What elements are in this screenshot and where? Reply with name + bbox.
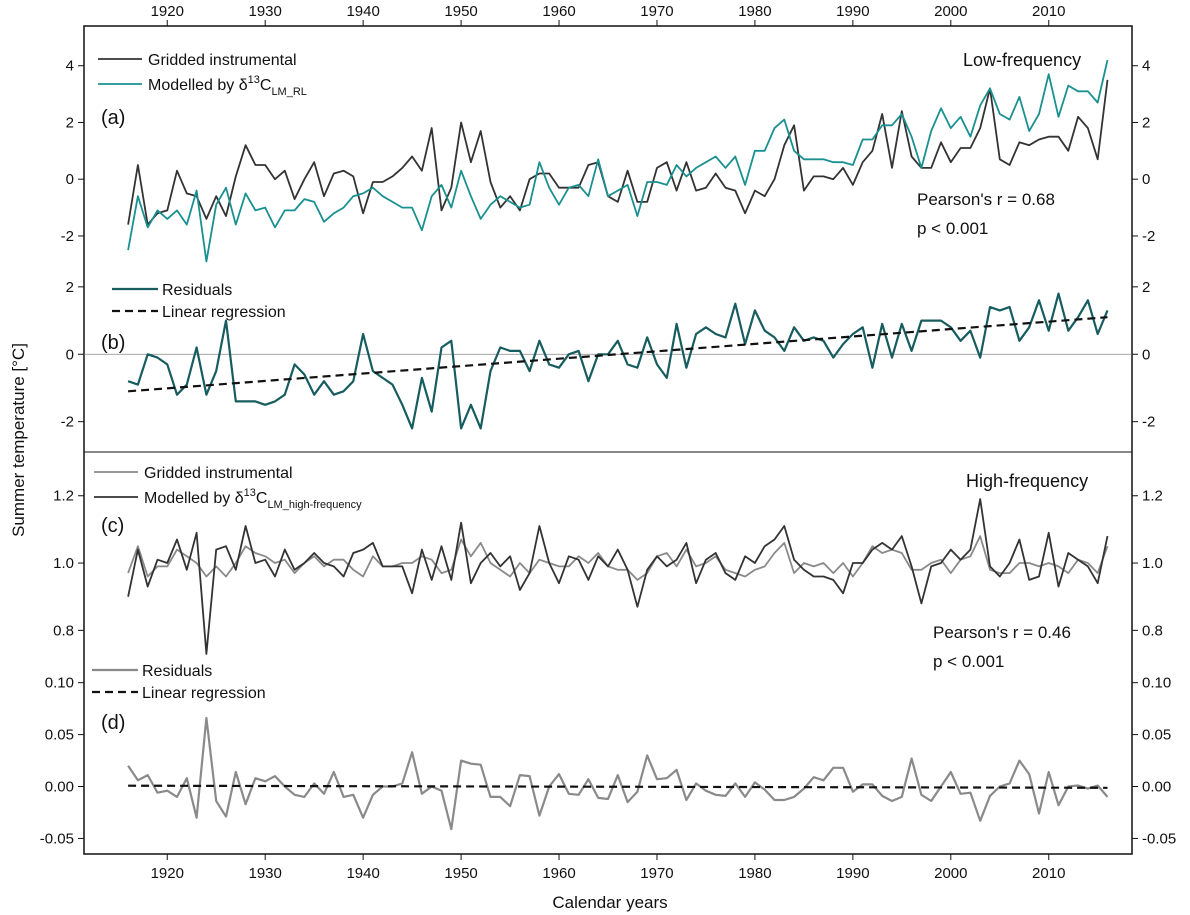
p-value-a: p < 0.001 bbox=[917, 219, 988, 238]
y-tick-label-left: 1.0 bbox=[53, 555, 74, 572]
series-line-a-2 bbox=[127, 59, 1109, 263]
p-value-c: p < 0.001 bbox=[933, 652, 1004, 671]
x-tick-label-top: 2000 bbox=[934, 3, 967, 20]
x-tick-label-bottom: 1990 bbox=[836, 865, 869, 882]
pearson-r-a: Pearson's r = 0.68 bbox=[917, 190, 1055, 209]
x-tick-label-top: 1920 bbox=[151, 3, 184, 20]
x-tick-label-bottom: 1960 bbox=[542, 865, 575, 882]
y-tick-label-right: -2 bbox=[1142, 228, 1155, 245]
x-axis-title: Calendar years bbox=[552, 893, 667, 912]
legend-a: Gridded instrumental Modelled by δ13CLM_… bbox=[98, 52, 307, 98]
legend-a-instrumental-label: Gridded instrumental bbox=[148, 52, 297, 69]
y-tick-label-left: 2 bbox=[66, 114, 74, 131]
legend-d: Residuals Linear regression bbox=[92, 663, 266, 702]
legend-b-residuals-label: Residuals bbox=[162, 282, 232, 299]
panel-title-c: High-frequency bbox=[966, 471, 1088, 491]
y-tick-label-left: 0 bbox=[66, 171, 74, 188]
legend-c: Gridded instrumental Modelled by δ13CLM_… bbox=[94, 465, 362, 511]
y-tick-label-right: 0.05 bbox=[1142, 727, 1171, 744]
series-line-d-2 bbox=[128, 784, 1108, 789]
x-tick-label-top: 1940 bbox=[346, 3, 379, 20]
y-tick-label-left: 0 bbox=[66, 346, 74, 363]
x-ticks: 1920 1920 1930 1930 1940 1940 1950 1950 1960 1960… bbox=[151, 3, 1066, 882]
legend-d-residuals-label: Residuals bbox=[142, 663, 212, 680]
x-tick-label-top: 1950 bbox=[444, 3, 477, 20]
x-tick-label-top: 1990 bbox=[836, 3, 869, 20]
x-tick-label-top: 2010 bbox=[1032, 3, 1065, 20]
x-tick-label-bottom: 1940 bbox=[346, 865, 379, 882]
x-tick-label-bottom: 2000 bbox=[934, 865, 967, 882]
y-tick-label-right: -2 bbox=[1142, 414, 1155, 431]
y-tick-label-right: 1.2 bbox=[1142, 488, 1163, 505]
y-tick-label-right: -0.05 bbox=[1142, 830, 1176, 847]
panel-label-b: (b) bbox=[101, 332, 125, 354]
y-tick-label-left: 2 bbox=[66, 279, 74, 296]
series-line-c-2 bbox=[127, 498, 1109, 655]
panel-label-d: (d) bbox=[101, 712, 125, 734]
y-ticks: -2 -2 0 0 2 2 4 4 -2 -2 0 0 2 2 0.8 0.8 1.0 1.0 1.2 1.2 -0.0… bbox=[40, 58, 1176, 848]
series-line-a-1 bbox=[127, 79, 1109, 226]
plot-frame bbox=[83, 25, 1133, 855]
pearson-r-c: Pearson's r = 0.46 bbox=[933, 623, 1071, 642]
panel-label-a: (a) bbox=[101, 107, 125, 129]
legend-c-instrumental-label: Gridded instrumental bbox=[144, 465, 293, 482]
legend-c-modelled-label: Modelled by δ13CLM_high-frequency bbox=[144, 487, 362, 511]
y-tick-label-left: 0.10 bbox=[45, 675, 74, 692]
x-tick-label-bottom: 1970 bbox=[640, 865, 673, 882]
y-tick-label-right: 1.0 bbox=[1142, 555, 1163, 572]
legend-d-regression-label: Linear regression bbox=[142, 685, 266, 702]
x-tick-label-bottom: 1950 bbox=[444, 865, 477, 882]
x-tick-label-bottom: 1930 bbox=[249, 865, 282, 882]
series-line-d-1 bbox=[127, 716, 1109, 831]
series-line-c-1 bbox=[127, 535, 1109, 581]
y-tick-label-right: 0.8 bbox=[1142, 622, 1163, 639]
y-tick-label-left: -2 bbox=[61, 414, 74, 431]
y-tick-label-right: 0.10 bbox=[1142, 675, 1171, 692]
y-tick-label-left: 0.00 bbox=[45, 779, 74, 796]
x-tick-label-top: 1960 bbox=[542, 3, 575, 20]
y-tick-label-right: 2 bbox=[1142, 114, 1150, 131]
y-tick-label-right: 4 bbox=[1142, 58, 1150, 75]
x-tick-label-top: 1980 bbox=[738, 3, 771, 20]
y-tick-label-left: 0.05 bbox=[45, 727, 74, 744]
series-line-b-1 bbox=[127, 292, 1109, 430]
panel-label-c: (c) bbox=[101, 515, 124, 537]
y-tick-label-left: -0.05 bbox=[40, 830, 74, 847]
x-tick-label-bottom: 1920 bbox=[151, 865, 184, 882]
x-tick-label-top: 1970 bbox=[640, 3, 673, 20]
y-tick-label-right: 0 bbox=[1142, 171, 1150, 188]
x-tick-label-bottom: 1980 bbox=[738, 865, 771, 882]
plot-lines bbox=[127, 59, 1109, 831]
y-tick-label-left: 4 bbox=[66, 58, 74, 75]
y-tick-label-left: -2 bbox=[61, 228, 74, 245]
y-tick-label-left: 0.8 bbox=[53, 622, 74, 639]
x-tick-label-top: 1930 bbox=[249, 3, 282, 20]
y-tick-label-right: 0 bbox=[1142, 346, 1150, 363]
y-tick-label-left: 1.2 bbox=[53, 488, 74, 505]
x-tick-label-bottom: 2010 bbox=[1032, 865, 1065, 882]
panel-title-a: Low-frequency bbox=[963, 50, 1081, 70]
legend-b: Residuals Linear regression bbox=[112, 282, 286, 321]
y-tick-label-right: 0.00 bbox=[1142, 779, 1171, 796]
y-axis-title: Summer temperature [°C] bbox=[9, 343, 28, 537]
legend-a-modelled-label: Modelled by δ13CLM_RL bbox=[148, 74, 307, 98]
legend-b-regression-label: Linear regression bbox=[162, 304, 286, 321]
series-line-b-2 bbox=[128, 316, 1108, 393]
y-tick-label-right: 2 bbox=[1142, 279, 1150, 296]
